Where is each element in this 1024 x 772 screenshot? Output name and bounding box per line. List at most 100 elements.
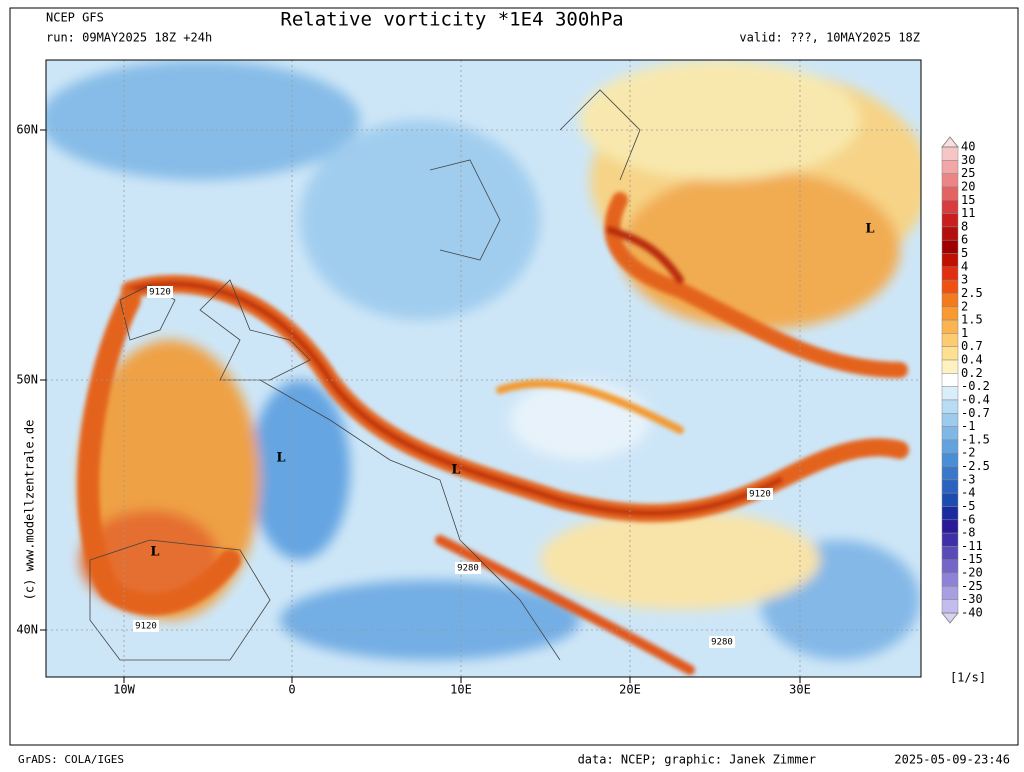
lon-label: 0 [288,683,295,697]
legend-swatch [941,239,959,254]
low-label: L [865,222,874,237]
valid: valid: ???, 10MAY2025 18Z [739,31,920,45]
legend-label: 2.5 [961,286,983,300]
legend-swatch [941,452,959,467]
legend-swatch [941,479,959,494]
legend-swatch [941,373,959,387]
legend-swatch [941,399,959,414]
legend-label: 4 [961,259,968,273]
legend-label: -0.2 [961,379,990,393]
grid-lines [46,60,921,677]
legend-swatch [941,586,959,600]
legend-swatch [941,253,959,268]
legend-swatch [941,359,959,374]
footer-center: data: NCEP; graphic: Janek Zimmer [578,753,816,767]
lon-label: 30E [789,683,811,697]
legend-swatch [941,439,959,454]
legend-label: -25 [961,579,983,593]
title: Relative vorticity *1E4 300hPa [280,9,623,31]
legend-label: 40 [961,140,975,154]
lat-label: 60N [16,123,38,137]
lat-label: 50N [16,373,38,387]
legend-swatch [941,160,959,174]
unit: [1/s] [950,671,986,685]
legend-label: -20 [961,566,983,580]
coastlines [89,89,641,661]
legend-swatch [941,426,959,441]
legend-label: 8 [961,219,968,233]
legend-swatch [941,279,959,294]
legend-swatch [941,146,959,161]
contour-label: 9120 [149,288,171,298]
legend-label: 11 [961,206,975,220]
legend-swatch [941,466,959,481]
legend-label: 5 [961,246,968,260]
legend-swatch [941,492,959,507]
legend-swatch [941,200,959,214]
contour-label: 9280 [457,564,479,574]
legend-label: 1 [961,326,968,340]
legend-swatch [941,319,959,334]
legend-swatch [941,559,959,574]
legend-label: 15 [961,193,975,207]
legend-swatch [941,413,959,427]
legend-label: -0.7 [961,406,990,420]
contour-label: 9280 [711,638,733,648]
legend-label: 25 [961,166,975,180]
legend-label: -30 [961,592,983,606]
legend-swatch [941,266,959,281]
legend-swatch [941,599,959,614]
low-label: L [150,545,159,560]
legend-label: 30 [961,153,975,167]
legend-label: -1.5 [961,432,990,446]
legend-label: -5 [961,499,975,513]
low-label: L [451,463,460,478]
contour-label: 9120 [135,622,157,632]
legend-swatch [941,519,959,534]
legend-swatch [941,346,959,361]
lon-label: 10E [450,683,472,697]
contour-label-bg [747,488,773,500]
legend-label: 3 [961,273,968,287]
legend-swatch [941,546,959,560]
legend-label: 0.4 [961,353,983,367]
legend-swatch [941,173,959,188]
legend-swatch [941,333,959,347]
legend-swatch [941,572,959,587]
legend-label: -4 [961,486,975,500]
run: run: 09MAY2025 18Z +24h [46,31,212,45]
contour-label-bg [455,562,481,574]
map-field [46,60,921,677]
legend-label: -2 [961,446,975,460]
legend-label: -40 [961,606,983,620]
jet-streaks [77,192,909,675]
lon-label: 10W [113,683,135,697]
model: NCEP GFS [46,11,104,25]
footer-left: GrADS: COLA/IGES [18,753,124,766]
contour-label-bg [133,620,159,632]
legend-label: -15 [961,552,983,566]
legend-label: -8 [961,526,975,540]
legend-swatch [941,293,959,308]
lon-label: 20E [619,683,641,697]
legend-label: 6 [961,233,968,247]
legend-swatch [941,506,959,521]
legend-swatch [941,186,959,201]
legend-label: 2 [961,299,968,313]
legend-label: -0.4 [961,392,990,406]
legend-swatch [941,226,959,241]
legend-swatch [941,306,959,321]
legend-label: 0.7 [961,339,983,353]
map-frame [45,59,922,678]
contour-label: 9120 [749,490,771,500]
frame [9,7,1019,746]
contour-label-bg [147,286,173,298]
legend-label: 0.2 [961,366,983,380]
legend-swatch [941,386,959,401]
lat-label: 40N [16,623,38,637]
legend-arrow [940,136,960,148]
low-label: L [276,451,285,466]
legend-label: 1.5 [961,313,983,327]
legend-arrow [940,612,960,624]
